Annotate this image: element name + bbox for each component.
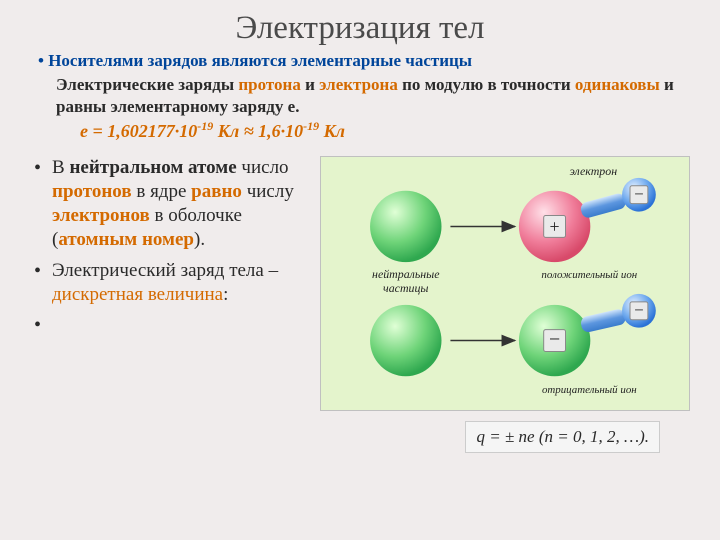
text-run: числу	[242, 181, 294, 202]
text-run: нейтральном атоме	[69, 157, 236, 178]
label-neutral-1: нейтральные	[372, 267, 440, 281]
neutral-particle-1	[370, 190, 441, 261]
text-run: в ядре	[132, 181, 192, 202]
label-positive-ion: положительный ион	[541, 269, 637, 281]
connector-top	[579, 192, 627, 219]
svg-text:−: −	[634, 184, 644, 203]
ion-diagram: + − − − электрон нейтральные частицы	[320, 156, 690, 411]
connector-bottom	[580, 308, 627, 333]
bullet-marker: •	[38, 51, 48, 70]
text-run: число	[237, 157, 289, 178]
charge-paragraph: Электрические заряды протона и электрона…	[56, 74, 690, 118]
intro-bullet: • Носителями зарядов являются элементарн…	[30, 51, 690, 71]
p1-proton: протона	[238, 75, 300, 94]
label-electron: электрон	[570, 163, 618, 177]
text-run: Электрический заряд тела –	[52, 260, 278, 281]
list-item: Электрический заряд тела – дискретная ве…	[30, 259, 308, 308]
text-run: дискретная величина	[52, 284, 223, 305]
p1-a: Электрические заряды	[56, 75, 238, 94]
p1-e: е.	[288, 97, 300, 116]
slide-title: Электризация тел	[30, 10, 690, 47]
discrete-formula: q = ± ne (n = 0, 1, 2, …).	[465, 421, 660, 453]
diagram-svg: + − − − электрон нейтральные частицы	[321, 157, 689, 410]
text-run: атомным номер	[58, 229, 194, 250]
left-column: В нейтральном атоме число протонов в ядр…	[30, 156, 308, 411]
p1-electron: электрона	[319, 75, 398, 94]
f-a: е = 1,602177·10	[80, 121, 197, 141]
plus-sign: +	[544, 215, 566, 237]
f-exp2: -19	[303, 119, 319, 133]
minus-sign-electron-bottom: −	[630, 300, 648, 319]
text-run: В	[52, 157, 69, 178]
f-c: Кл	[319, 121, 345, 141]
intro-text: Носителями зарядов являются элементарные…	[48, 51, 472, 70]
label-negative-ion: отрицательный ион	[542, 384, 637, 396]
discrete-formula-row: q = ± ne (n = 0, 1, 2, …).	[30, 421, 690, 453]
text-run: :	[223, 284, 228, 305]
bullet-list: В нейтральном атоме число протонов в ядр…	[30, 156, 308, 308]
neutral-particle-2	[370, 304, 441, 375]
svg-text:−: −	[549, 328, 560, 350]
p1-c: по модулю в точности	[398, 75, 575, 94]
minus-sign-ion: −	[544, 328, 566, 351]
p1-equal: одинаковы	[575, 75, 660, 94]
minus-sign-electron-top: −	[630, 184, 648, 203]
text-run: электронов	[52, 205, 150, 226]
text-run: равно	[191, 181, 242, 202]
f-b: Кл ≈ 1,6·10	[213, 121, 303, 141]
p1-b: и	[301, 75, 319, 94]
label-neutral-2: частицы	[383, 280, 428, 294]
svg-text:+: +	[550, 216, 560, 236]
f-exp1: -19	[197, 119, 213, 133]
elementary-charge-formula: е = 1,602177·10-19 Кл ≈ 1,6·10-19 Кл	[80, 119, 690, 142]
text-run: протонов	[52, 181, 132, 202]
svg-text:−: −	[634, 300, 644, 319]
text-run: ).	[194, 229, 205, 250]
list-item: В нейтральном атоме число протонов в ядр…	[30, 156, 308, 253]
